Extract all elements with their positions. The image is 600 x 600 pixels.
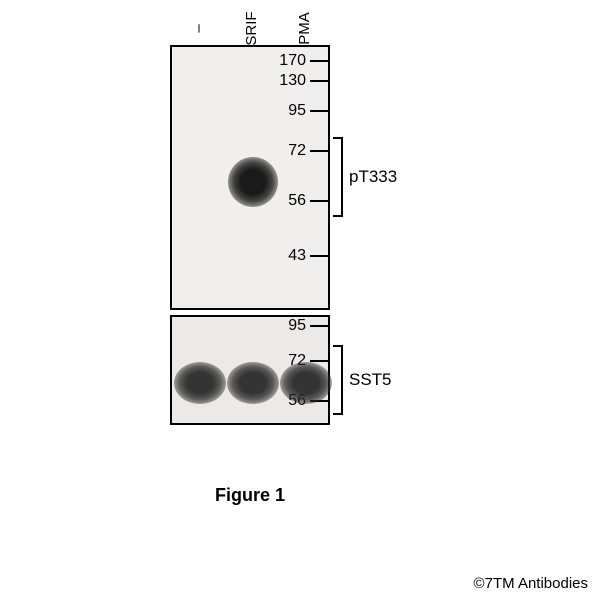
band-bracket-bottom: SST5 bbox=[333, 345, 392, 415]
mw-value: 130 bbox=[279, 72, 306, 90]
mw-marker: 170 bbox=[279, 52, 328, 70]
mw-marker: 43 bbox=[288, 247, 328, 265]
blot-label: pT333 bbox=[349, 167, 397, 187]
protein-band bbox=[227, 362, 279, 404]
mw-value: 72 bbox=[288, 142, 306, 160]
tick-icon bbox=[310, 255, 328, 257]
bracket-icon bbox=[333, 137, 343, 217]
tick-icon bbox=[310, 80, 328, 82]
tick-icon bbox=[310, 60, 328, 62]
tick-icon bbox=[310, 110, 328, 112]
mw-marker: 56 bbox=[288, 192, 328, 210]
blot-panel-top: pT333 17013095725643 bbox=[170, 45, 330, 310]
tick-icon bbox=[310, 150, 328, 152]
copyright-text: ©7TM Antibodies bbox=[474, 575, 588, 592]
band-bracket-top: pT333 bbox=[333, 137, 397, 217]
mw-marker: 130 bbox=[279, 72, 328, 90]
mw-marker: 95 bbox=[288, 317, 328, 335]
mw-value: 95 bbox=[288, 102, 306, 120]
blot-panel-bottom: SST5 957256 bbox=[170, 315, 330, 425]
blot-label: SST5 bbox=[349, 370, 392, 390]
mw-value: 43 bbox=[288, 247, 306, 265]
mw-marker: 72 bbox=[288, 142, 328, 160]
lane-labels-row: – SRIF PMA bbox=[172, 20, 331, 37]
bracket-icon bbox=[333, 345, 343, 415]
protein-band bbox=[280, 362, 332, 404]
mw-value: 95 bbox=[288, 317, 306, 335]
protein-band bbox=[174, 362, 226, 404]
mw-value: 56 bbox=[288, 192, 306, 210]
western-blot-figure: pT333 170 130 95 72 56 43 SST5 957256 bbox=[170, 45, 430, 425]
protein-band bbox=[228, 157, 278, 207]
tick-icon bbox=[310, 325, 328, 327]
mw-marker: 95 bbox=[288, 102, 328, 120]
mw-value: 170 bbox=[279, 52, 306, 70]
figure-caption: Figure 1 bbox=[170, 485, 330, 506]
tick-icon bbox=[310, 360, 328, 362]
tick-icon bbox=[310, 200, 328, 202]
